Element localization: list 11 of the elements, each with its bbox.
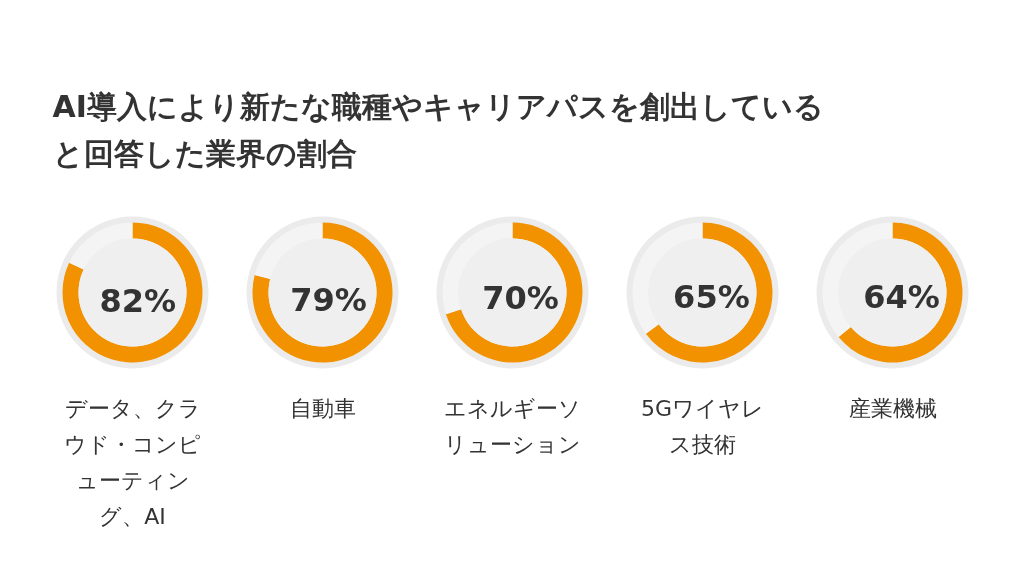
slice-label: 5Gワイヤレス技術 — [640, 395, 765, 457]
slice-label: 自動車 — [289, 395, 356, 421]
slice-label: エネルギーソリューション — [444, 395, 581, 457]
slice-label: データ、クラウド・コンピューティング、AI — [64, 395, 201, 530]
data-label: 79% — [290, 281, 367, 320]
text: AI導入により新たな職種やキャリアパスを創出していると回答した業界の割合 — [52, 88, 824, 171]
data-label: 82% — [99, 281, 177, 320]
data-label: 65% — [673, 278, 750, 317]
data-label: 70% — [482, 279, 559, 318]
slice-label: 産業機械 — [848, 395, 937, 421]
data-label: 64% — [863, 277, 940, 316]
